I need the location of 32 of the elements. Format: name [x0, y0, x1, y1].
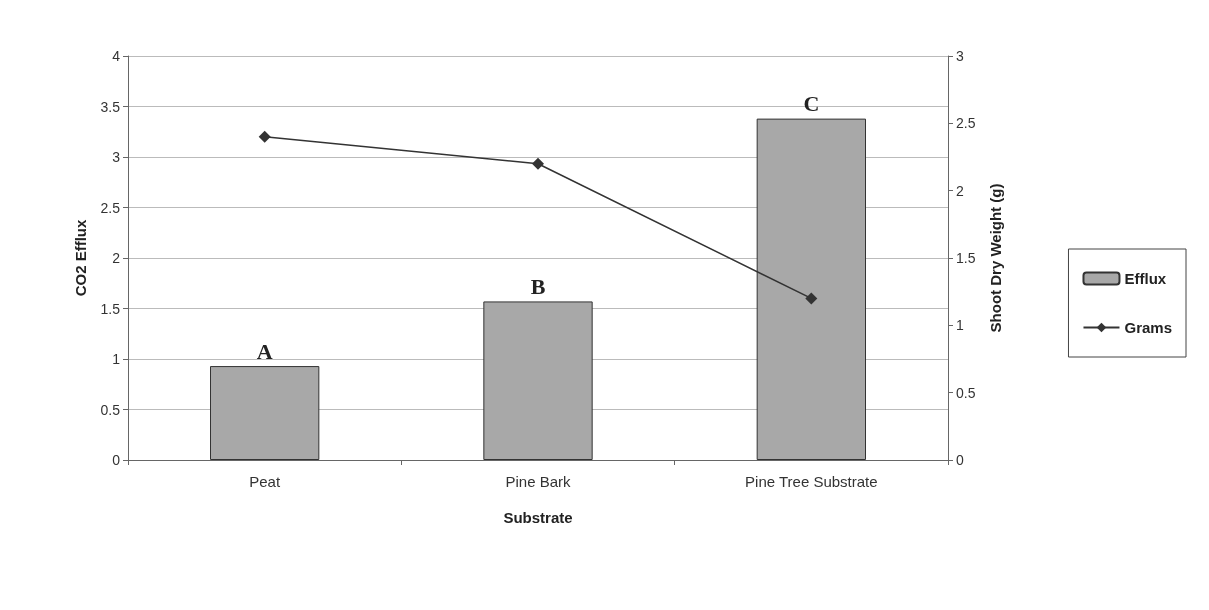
- y2-tick-label: 2.5: [956, 115, 976, 132]
- point: [532, 157, 544, 170]
- point: [805, 292, 818, 305]
- y-tick-label: 3: [112, 149, 121, 165]
- y2-tick-label: 1.5: [956, 250, 976, 266]
- y-tick-label: 0.5: [100, 401, 121, 418]
- y-tick-label: 2.5: [100, 199, 121, 216]
- y2-tick-label: 0: [956, 452, 964, 468]
- y2-tick-label: 1: [956, 317, 964, 334]
- y2-axis-title: Shoot Dry Weight (g): [987, 183, 1004, 333]
- x-tick-label: Peat: [249, 473, 281, 490]
- y-tick-label: 2: [112, 250, 121, 266]
- y-tick-label: 1: [112, 351, 121, 367]
- annotation: B: [530, 273, 546, 299]
- y2-tick-label: 2: [956, 182, 964, 199]
- x-tick-label: Pine Bark: [505, 473, 572, 490]
- x-axis-title: Substrate: [503, 509, 573, 526]
- point: [258, 130, 271, 143]
- annotation: C: [803, 91, 820, 117]
- y-tick-label: 1.5: [100, 300, 121, 317]
- y-axis-title: CO2 Efflux: [72, 219, 89, 297]
- bar: [210, 366, 320, 460]
- x-tick-label: Pine Tree Substrate: [745, 473, 878, 490]
- y2-tick-label: 3: [956, 48, 964, 64]
- y-tick-label: 3.5: [100, 98, 121, 115]
- y-tick-label: 4: [112, 48, 121, 64]
- annotation: A: [256, 338, 273, 364]
- legend-label: Grams: [1124, 319, 1172, 336]
- y-tick-label: 0: [112, 452, 121, 468]
- y2-tick-label: 0.5: [956, 384, 976, 401]
- bar: [483, 301, 593, 460]
- legend-label: Efflux: [1124, 270, 1167, 287]
